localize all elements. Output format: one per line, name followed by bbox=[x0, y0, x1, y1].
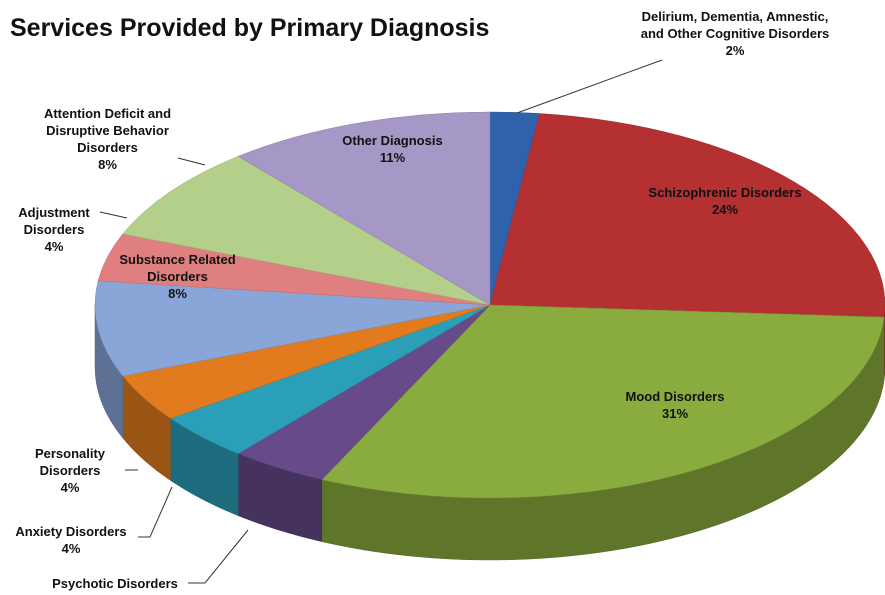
category-label: Psychotic Disorders bbox=[52, 576, 178, 591]
value-label: 4% bbox=[44, 239, 64, 254]
data-label: Other Diagnosis 11% bbox=[320, 132, 465, 166]
category-label: Attention Deficit and Disruptive Behavio… bbox=[43, 106, 172, 155]
leader-line bbox=[188, 529, 249, 584]
data-label: Attention Deficit and Disruptive Behavio… bbox=[30, 105, 185, 173]
data-label: Substance Related Disorders 8% bbox=[100, 251, 255, 302]
category-label: Anxiety Disorders bbox=[15, 524, 127, 539]
data-label: Personality Disorders 4% bbox=[20, 445, 120, 496]
value-label: 4% bbox=[61, 541, 81, 556]
value-label: 8% bbox=[168, 286, 187, 301]
data-label: Mood Disorders 31% bbox=[580, 388, 770, 422]
pie-slice bbox=[94, 280, 491, 377]
category-label: Adjustment Disorders bbox=[18, 205, 90, 237]
pie-slice bbox=[237, 111, 491, 306]
data-label: Schizophrenic Disorders 24% bbox=[610, 184, 840, 218]
leader-line bbox=[99, 211, 128, 219]
value-label: 4% bbox=[60, 480, 80, 495]
leader-line bbox=[177, 157, 206, 166]
data-label: Anxiety Disorders 4% bbox=[6, 523, 136, 557]
pie-slice bbox=[321, 304, 885, 499]
chart-title: Services Provided by Primary Diagnosis bbox=[10, 14, 490, 42]
data-label: Delirium, Dementia, Amnestic, and Other … bbox=[640, 8, 830, 59]
category-label: Schizophrenic Disorders bbox=[648, 185, 802, 200]
category-label: Delirium, Dementia, Amnestic, and Other … bbox=[640, 9, 830, 41]
data-label: Adjustment Disorders 4% bbox=[4, 204, 104, 255]
value-label: 31% bbox=[661, 406, 689, 421]
category-label: Substance Related Disorders bbox=[119, 252, 236, 284]
leader-line bbox=[138, 486, 173, 538]
value-label: 11% bbox=[379, 150, 406, 165]
pie-slice bbox=[489, 113, 885, 318]
value-label: 8% bbox=[98, 157, 117, 172]
category-label: Other Diagnosis bbox=[342, 133, 443, 148]
data-label: Psychotic Disorders bbox=[40, 575, 190, 592]
leader-line bbox=[516, 59, 663, 114]
category-label: Personality Disorders bbox=[34, 446, 106, 478]
value-label: 2% bbox=[725, 43, 745, 58]
category-label: Mood Disorders bbox=[625, 389, 725, 404]
pie-slice bbox=[122, 156, 491, 306]
value-label: 24% bbox=[711, 202, 739, 217]
